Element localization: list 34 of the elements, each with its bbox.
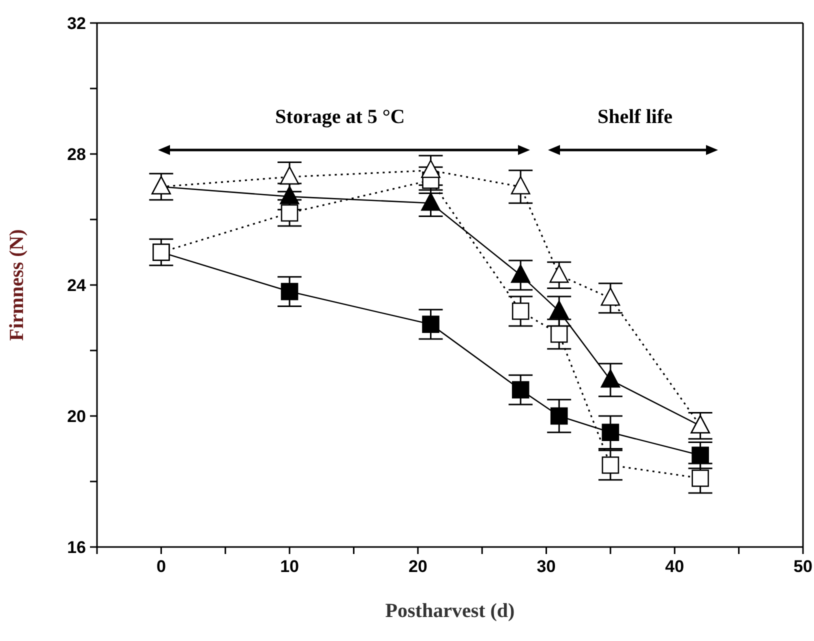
x-tick-label: 40 — [665, 557, 684, 576]
point — [512, 381, 530, 398]
point — [600, 287, 620, 306]
point — [602, 456, 620, 474]
point — [421, 192, 440, 211]
point — [422, 316, 440, 333]
x-tick-label: 0 — [156, 557, 166, 576]
point — [549, 264, 569, 283]
annotation: Shelf life — [596, 106, 674, 129]
point — [692, 446, 709, 464]
y-tick-label: 20 — [67, 407, 86, 426]
point — [510, 264, 530, 283]
y-tick-label: 16 — [67, 538, 86, 558]
point — [280, 186, 300, 204]
point — [280, 204, 298, 222]
x-tick-label: 10 — [280, 557, 300, 576]
point — [600, 369, 620, 388]
point — [549, 300, 569, 319]
x-axis-title: Postharvest (d) — [385, 600, 515, 622]
point — [602, 424, 620, 442]
point — [510, 176, 530, 194]
point — [512, 302, 530, 320]
point — [550, 407, 568, 425]
y-tick-label: 24 — [67, 276, 87, 296]
point — [421, 160, 440, 178]
y-tick-label: 28 — [67, 145, 86, 164]
x-tick-label: 30 — [536, 557, 556, 576]
x-tick-label: 20 — [408, 557, 428, 576]
point — [280, 282, 298, 300]
y-tick-label: 32 — [67, 14, 86, 34]
annotation: Storage at 5 °C — [274, 106, 406, 129]
x-tick-label: 50 — [794, 557, 812, 576]
point — [280, 166, 300, 185]
y-axis-title: Firmness (N) — [6, 229, 28, 341]
